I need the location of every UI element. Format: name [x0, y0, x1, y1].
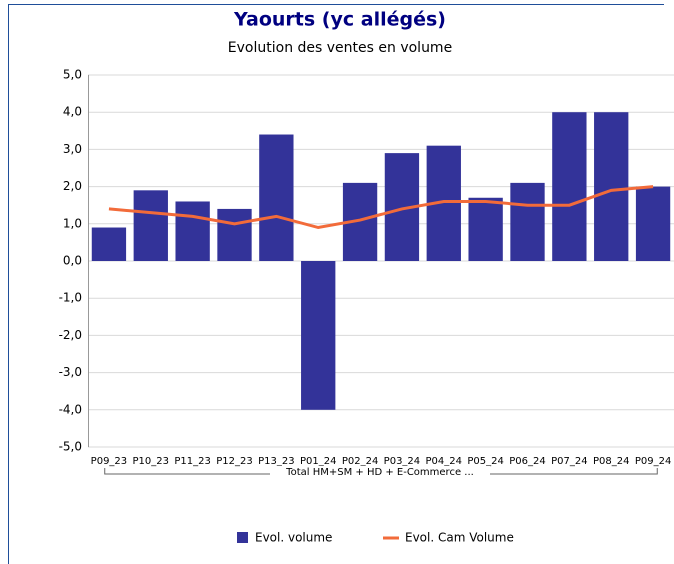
bar: [510, 182, 545, 261]
bar: [217, 208, 252, 261]
x-tick-label: P07_24: [551, 456, 587, 467]
x-tick-label: P03_24: [384, 456, 420, 467]
bar: [552, 112, 587, 261]
x-tick-label: P10_23: [133, 456, 169, 467]
y-tick-label: -4,0: [59, 402, 82, 416]
line: [108, 185, 654, 230]
y-tick-label: 5,0: [63, 68, 82, 82]
bar: [594, 112, 629, 261]
group-label-bg: [270, 466, 490, 478]
y-tick-label: -2,0: [59, 328, 82, 342]
x-tick-label: P09_23: [91, 456, 127, 467]
x-tick-label: P04_24: [426, 456, 462, 467]
bar: [635, 186, 671, 261]
y-tick-label: -1,0: [59, 291, 82, 305]
x-tick-label: P02_24: [342, 456, 378, 467]
y-tick-label: 0,0: [63, 254, 82, 268]
x-tick-label: P06_24: [509, 456, 545, 467]
bar: [91, 227, 127, 261]
x-tick-label: P13_23: [258, 456, 294, 467]
bar: [175, 201, 210, 261]
bar: [468, 197, 503, 261]
y-tick-label: 3,0: [63, 142, 82, 156]
y-tick-label: 1,0: [63, 216, 82, 230]
y-tick-label: 4,0: [63, 105, 82, 119]
x-tick-label: P09_24: [635, 456, 671, 467]
legend-swatch: [237, 532, 248, 543]
bar: [301, 261, 336, 410]
x-tick-label: P11_23: [174, 456, 210, 467]
x-tick-label: P05_24: [467, 456, 503, 467]
chart-subtitle: Evolution des ventes en volume: [228, 40, 452, 56]
bar: [259, 134, 294, 261]
legend-label: Evol. volume: [255, 531, 332, 545]
y-tick-label: -5,0: [59, 440, 82, 454]
x-tick-label: P01_24: [300, 456, 336, 467]
y-tick-label: 2,0: [63, 179, 82, 193]
group-label: Total HM+SM + HD + E-Commerce ...: [285, 467, 474, 478]
legend-label: Evol. Cam Volume: [405, 531, 514, 545]
chart-title: Yaourts (yc allégés): [233, 9, 446, 31]
x-tick-label: P12_23: [216, 456, 252, 467]
x-tick-label: P08_24: [593, 456, 629, 467]
bar: [133, 190, 168, 261]
y-tick-label: -3,0: [59, 365, 82, 379]
